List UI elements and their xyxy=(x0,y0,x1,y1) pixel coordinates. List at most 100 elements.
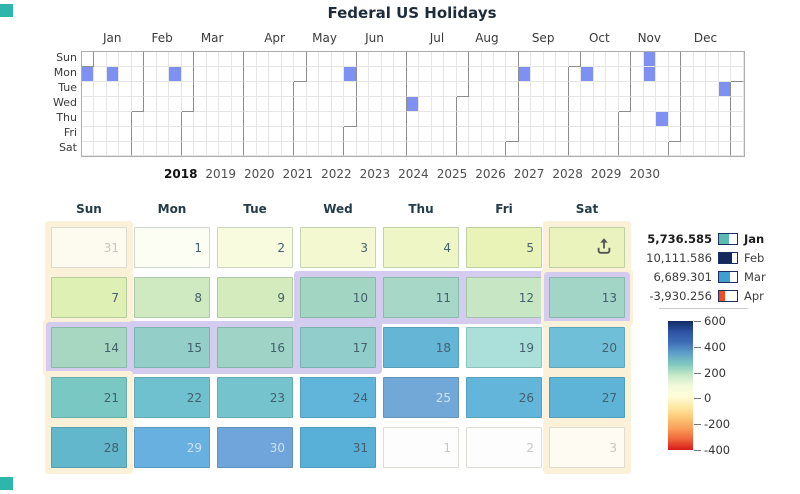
year-grid-cell[interactable] xyxy=(593,111,607,127)
calendar-day-cell[interactable]: 9 xyxy=(217,277,293,318)
year-grid-cell[interactable] xyxy=(294,96,307,112)
year-grid-cell[interactable] xyxy=(518,141,532,157)
year-grid-cell[interactable] xyxy=(643,111,657,127)
year-grid-cell[interactable] xyxy=(431,96,445,112)
year-grid-cell[interactable] xyxy=(244,52,257,67)
year-grid-cell[interactable] xyxy=(331,126,345,142)
year-grid-cell[interactable] xyxy=(431,52,445,67)
year-grid-cell[interactable] xyxy=(144,96,157,112)
year-grid-cell[interactable] xyxy=(119,66,132,82)
year-grid-cell[interactable] xyxy=(181,96,195,112)
year-grid-cell[interactable] xyxy=(493,96,507,112)
year-grid-cell[interactable] xyxy=(406,111,420,127)
year-grid-cell[interactable] xyxy=(406,126,420,142)
year-grid-cell[interactable] xyxy=(319,126,332,142)
year-grid-cell[interactable] xyxy=(206,52,220,67)
year-grid-cell[interactable] xyxy=(144,141,157,157)
year-grid-cell[interactable] xyxy=(331,52,345,67)
year-grid-cell[interactable] xyxy=(419,111,432,127)
year-grid-cell[interactable] xyxy=(656,141,669,157)
year-grid-cell[interactable] xyxy=(394,96,407,112)
year-grid-cell[interactable] xyxy=(444,96,457,112)
year-grid-cell[interactable] xyxy=(593,52,607,67)
year-grid-cell[interactable] xyxy=(356,96,370,112)
year-grid-cell[interactable] xyxy=(606,111,619,127)
year-grid-cell[interactable] xyxy=(219,111,232,127)
year-grid-cell[interactable] xyxy=(469,52,482,67)
year-grid-cell[interactable] xyxy=(631,141,644,157)
holiday-cell[interactable] xyxy=(643,66,657,82)
year-grid-cell[interactable] xyxy=(419,141,432,157)
year-grid-cell[interactable] xyxy=(731,141,744,157)
year-grid-cell[interactable] xyxy=(531,66,544,82)
calendar-day-cell[interactable]: 18 xyxy=(383,327,459,368)
year-item-2022[interactable]: 2022 xyxy=(321,167,352,181)
year-item-2027[interactable]: 2027 xyxy=(513,167,545,181)
year-grid-cell[interactable] xyxy=(631,66,644,82)
calendar-day-cell[interactable]: 28 xyxy=(51,427,127,468)
holiday-cell[interactable] xyxy=(82,66,95,82)
year-grid-cell[interactable] xyxy=(543,52,557,67)
year-grid-cell[interactable] xyxy=(256,126,270,142)
year-grid-cell[interactable] xyxy=(531,52,544,67)
year-grid-cell[interactable] xyxy=(481,126,494,142)
year-grid-cell[interactable] xyxy=(543,66,557,82)
year-grid-cell[interactable] xyxy=(493,111,507,127)
year-grid-cell[interactable] xyxy=(306,66,320,82)
year-grid-cell[interactable] xyxy=(106,141,120,157)
year-grid-cell[interactable] xyxy=(219,66,232,82)
year-grid-cell[interactable] xyxy=(194,96,207,112)
calendar-day-cell[interactable]: 7 xyxy=(51,277,127,318)
year-grid-cell[interactable] xyxy=(394,126,407,142)
year-grid-cell[interactable] xyxy=(556,52,569,67)
year-grid-cell[interactable] xyxy=(131,111,145,127)
year-grid-cell[interactable] xyxy=(94,66,107,82)
year-grid-cell[interactable] xyxy=(256,66,270,82)
year-grid-cell[interactable] xyxy=(706,52,719,67)
year-grid-cell[interactable] xyxy=(82,111,95,127)
year-grid-cell[interactable] xyxy=(568,52,582,67)
year-grid-cell[interactable] xyxy=(306,141,320,157)
year-grid-cell[interactable] xyxy=(344,96,357,112)
year-grid-cell[interactable] xyxy=(294,52,307,67)
calendar-day-cell[interactable]: 15 xyxy=(134,327,210,368)
year-grid-cell[interactable] xyxy=(431,141,445,157)
year-grid-cell[interactable] xyxy=(431,81,445,97)
year-grid-cell[interactable] xyxy=(244,81,257,97)
year-grid-cell[interactable] xyxy=(606,52,619,67)
year-grid-cell[interactable] xyxy=(618,52,632,67)
year-grid-cell[interactable] xyxy=(593,96,607,112)
year-grid-cell[interactable] xyxy=(394,81,407,97)
year-grid-cell[interactable] xyxy=(656,96,669,112)
year-grid-cell[interactable] xyxy=(431,66,445,82)
calendar-day-cell[interactable]: 4 xyxy=(383,227,459,268)
year-grid-cell[interactable] xyxy=(306,81,320,97)
year-grid-cell[interactable] xyxy=(618,81,632,97)
year-grid-cell[interactable] xyxy=(319,111,332,127)
calendar-day-cell[interactable]: 10 xyxy=(300,277,376,318)
year-grid-cell[interactable] xyxy=(531,141,544,157)
year-grid-cell[interactable] xyxy=(331,141,345,157)
year-grid-cell[interactable] xyxy=(444,141,457,157)
year-grid-cell[interactable] xyxy=(543,96,557,112)
calendar-day-cell[interactable]: 3 xyxy=(549,427,625,468)
year-grid-cell[interactable] xyxy=(94,96,107,112)
year-grid-cell[interactable] xyxy=(681,126,694,142)
year-grid-cell[interactable] xyxy=(656,126,669,142)
year-grid-cell[interactable] xyxy=(481,81,494,97)
year-grid-cell[interactable] xyxy=(406,81,420,97)
year-grid-cell[interactable] xyxy=(269,96,282,112)
year-item-2020[interactable]: 2020 xyxy=(243,167,275,181)
year-grid-cell[interactable] xyxy=(493,81,507,97)
calendar-day-cell[interactable]: 30 xyxy=(217,427,293,468)
year-grid-cell[interactable] xyxy=(381,66,395,82)
year-grid-cell[interactable] xyxy=(356,126,370,142)
year-grid-cell[interactable] xyxy=(381,126,395,142)
year-grid-cell[interactable] xyxy=(419,66,432,82)
year-grid-cell[interactable] xyxy=(419,126,432,142)
year-item-2018[interactable]: 2018 xyxy=(164,167,198,181)
year-grid-cell[interactable] xyxy=(431,111,445,127)
year-grid-cell[interactable] xyxy=(456,126,470,142)
year-grid-cell[interactable] xyxy=(356,52,370,67)
year-grid-cell[interactable] xyxy=(119,111,132,127)
